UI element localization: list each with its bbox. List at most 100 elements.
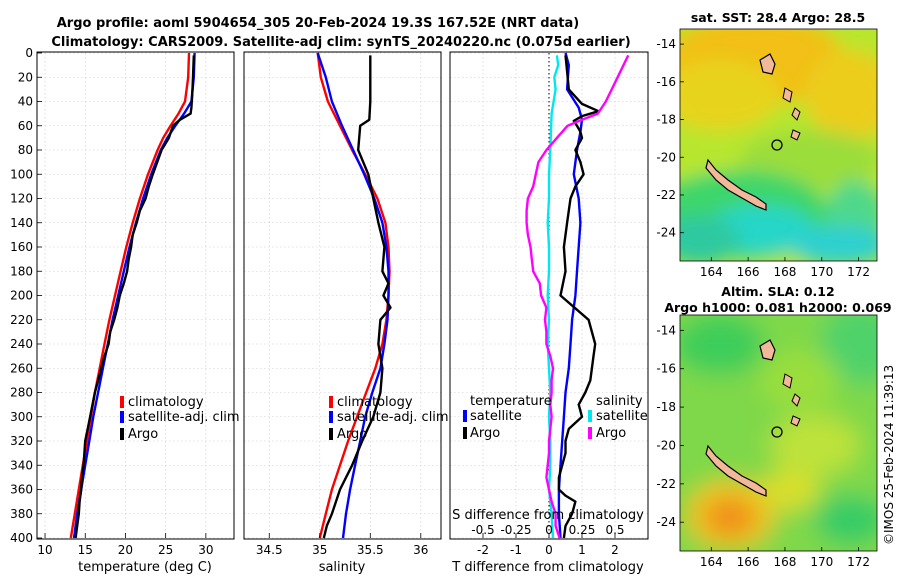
map-y-tick-label: -22 [656,188,676,202]
new-caledonia-island [705,158,767,211]
salinity-panel: 34.5 35 35.5 36 salinity climatology satell… [243,51,449,575]
y-tick-label: 340 [10,458,33,472]
x-tick-label: 20 [118,543,133,557]
sst-map: sat. SST: 28.4 Argo: 28.5 16 [656,10,878,279]
timestamp: ©IMOS 25-Feb-2024 11:39:13 [882,364,896,545]
map-x-tick-label: 172 [847,555,870,569]
y-tick-label: 40 [18,95,33,109]
y-tick-label: 0 [25,46,33,60]
map-y-tick-label: -20 [656,438,676,452]
y-tick-label: 300 [10,410,33,424]
y-tick-label: 220 [10,313,33,327]
series-argo [74,55,195,539]
vanuatu-island [759,339,776,361]
series-satellite-adj-clim [316,52,390,539]
salinity-xlabel: salinity [319,560,366,575]
map-x-tick-label: 166 [737,265,760,279]
legend-satellite-label: satellite-adj. clim [337,410,449,425]
legend-s-satellite-label: satellite [596,409,648,424]
legend-satellite-swatch [120,411,124,423]
secondary-x-tick-label: 0.25 [569,523,596,537]
map-y-tick-label: -16 [656,75,676,89]
map-x-tick-label: 168 [773,265,796,279]
vanuatu-island [790,415,801,427]
map-y-tick-label: -22 [656,477,676,491]
sla-map-title-line1: Altim. SLA: 0.12 [721,284,834,299]
map-y-tick-label: -14 [656,37,676,51]
legend-satellite-label: satellite-adj. clim [128,410,240,425]
figure-title-line2: Climatology: CARS2009. Satellite-adj cli… [51,35,630,50]
sst-map-title: sat. SST: 28.4 Argo: 28.5 [691,10,865,25]
legend-argo-label: Argo [337,427,367,442]
x-tick-label: 35.5 [357,543,384,557]
difference-xlabel: T difference from climatology [451,560,644,575]
figure-title-line1: Argo profile: aoml 5904654_305 20-Feb-20… [57,16,579,31]
y-tick-label: 140 [10,216,33,230]
legend-argo-swatch [329,428,333,440]
y-tick-label: 320 [10,434,33,448]
map-y-tick-label: -24 [656,515,676,529]
sst-field [680,29,877,261]
legend-climatology-label: climatology [128,395,204,410]
x-tick-label: -1 [510,543,522,557]
map-y-tick-label: -18 [656,400,676,414]
y-tick-label: 400 [10,531,33,545]
secondary-x-tick-label: 0 [545,523,553,537]
x-tick-label: 25 [158,543,173,557]
legend-t-satellite-label: satellite [470,409,522,424]
map-y-tick-label: -14 [656,323,676,337]
x-tick-label: 2 [611,543,619,557]
legend-s-satellite-swatch [588,410,592,422]
y-tick-label: 240 [10,337,33,351]
temperature-legend: climatology satellite-adj. clim Argo [120,395,240,442]
vanuatu-island [759,53,776,75]
x-tick-label: 35 [312,543,327,557]
y-tick-label: 80 [18,143,33,157]
sla-map-frame [679,314,878,552]
y-tick-label: 120 [10,192,33,206]
x-tick-label: 1 [578,543,586,557]
difference-panel: -2 -1 0 1 2 T difference from climatology S … [449,51,649,575]
temperature-xlabel: temperature (deg C) [78,560,212,575]
legend-climatology-label: climatology [337,395,413,410]
map-x-tick-label: 170 [810,265,833,279]
argo-position-marker [771,139,783,151]
temperature-axes-frame [36,51,235,540]
y-tick-label: 280 [10,386,33,400]
sla-map: Altim. SLA: 0.12 Argo h1000: 0.081 h2000… [656,284,891,569]
y-tick-label: 380 [10,507,33,521]
legend-temperature-heading: temperature [470,394,552,409]
x-tick-label: 0 [545,543,553,557]
map-x-tick-label: 164 [700,265,723,279]
secondary-x-tick-label: -0.25 [500,523,531,537]
map-x-tick-label: 168 [773,555,796,569]
y-tick-label: 260 [10,361,33,375]
vanuatu-island [791,107,801,121]
legend-argo-swatch [120,428,124,440]
difference-axes-frame [449,51,649,540]
secondary-x-tick-label: -0.5 [471,523,494,537]
map-y-tick-label: -16 [656,362,676,376]
x-tick-label: 34.5 [256,543,283,557]
x-tick-label: 30 [198,543,213,557]
legend-climatology-swatch [120,396,124,408]
legend-satellite-swatch [329,411,333,423]
salinity-axes-frame [243,51,442,540]
secondary-x-tick-label: 0.5 [605,523,624,537]
sst-map-frame [679,28,878,262]
vanuatu-island [790,129,801,141]
legend-t-satellite-swatch [463,410,467,422]
vanuatu-island [782,373,793,389]
map-y-tick-label: -24 [656,226,676,240]
series-salinity-argo [525,54,630,539]
map-y-tick-label: -20 [656,150,676,164]
y-tick-label: 160 [10,240,33,254]
vanuatu-island [791,393,801,407]
x-tick-label: 36 [413,543,428,557]
legend-t-argo-swatch [463,427,467,439]
legend-s-argo-swatch [588,427,592,439]
map-x-tick-label: 164 [700,555,723,569]
legend-t-argo-label: Argo [470,426,500,441]
legend-climatology-swatch [329,396,333,408]
secondary-xlabel: S difference from climatology [452,508,644,523]
